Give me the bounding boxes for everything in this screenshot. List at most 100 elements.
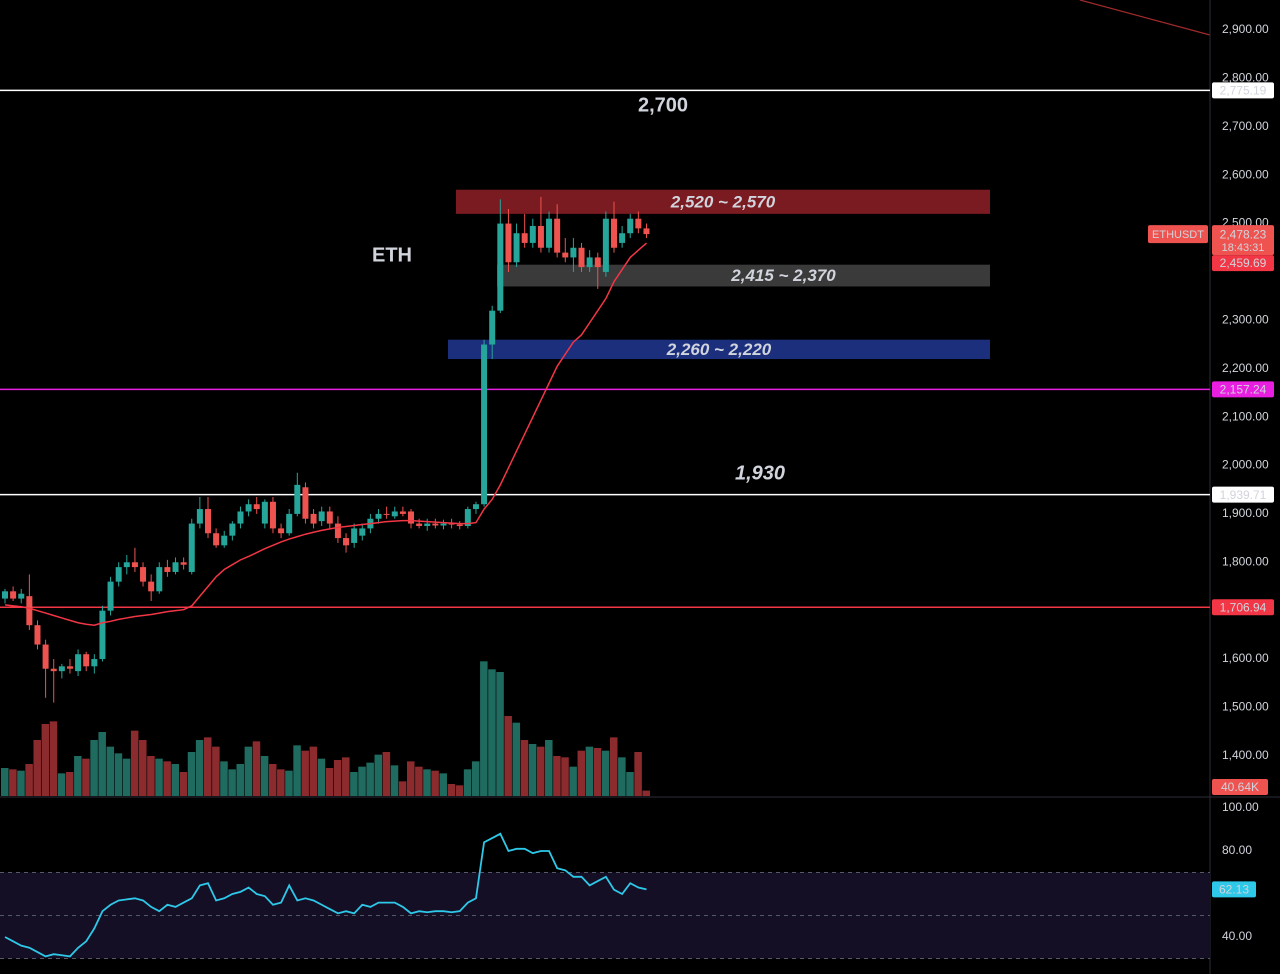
candle-body [172, 562, 179, 572]
volume-bar [407, 761, 415, 796]
candle-body [578, 247, 585, 268]
zone [448, 339, 990, 360]
volume-bar [439, 773, 447, 796]
candle-body [91, 659, 98, 667]
volume-bar [65, 772, 74, 796]
candle-body [131, 562, 138, 568]
candle-body [50, 668, 57, 672]
volume-bar [374, 754, 383, 796]
candle-body [221, 535, 228, 546]
level-tag [1212, 486, 1274, 503]
candle-body [529, 225, 536, 243]
rsi-tick-label: 100.00 [1222, 800, 1259, 814]
volume-bar [512, 722, 521, 796]
volume-bar [147, 756, 155, 796]
volume-tag [1212, 779, 1268, 795]
candle-body [66, 666, 73, 669]
annotation: 2,700 [638, 94, 688, 116]
candle-body [115, 567, 122, 582]
zone-label: 2,415 ~ 2,370 [730, 266, 836, 285]
candle-body [58, 666, 65, 672]
volume-bar [626, 772, 634, 796]
candle-body [359, 528, 366, 536]
level-tag [1212, 599, 1274, 616]
volume-bar [220, 761, 228, 796]
zone [497, 264, 990, 287]
y-tick-label: 2,900.00 [1222, 22, 1269, 36]
volume-bar [496, 672, 504, 796]
candle-body [318, 511, 325, 522]
symbol-label: ETHUSDT [1152, 229, 1204, 241]
y-tick-label: 1,500.00 [1222, 700, 1269, 714]
candle-body [619, 233, 626, 243]
symbol-tag [1148, 225, 1208, 244]
zone [456, 189, 990, 214]
candle-body [602, 218, 609, 272]
candle-body [334, 523, 341, 539]
candle-body [42, 644, 49, 669]
volume-bar [1, 768, 9, 796]
volume-bar [634, 752, 642, 796]
volume-bar [447, 784, 456, 796]
candle-body [2, 591, 8, 599]
candle-body [627, 218, 634, 234]
trend-line [1079, 0, 1211, 36]
volume-bar [25, 764, 33, 796]
volume-bar [545, 740, 553, 796]
volume-bar [268, 764, 277, 796]
y-tick-label: 2,100.00 [1222, 409, 1269, 423]
volume-bar [187, 752, 196, 796]
candle-body [99, 610, 106, 660]
candle-body [164, 567, 171, 572]
candle-body [310, 513, 317, 524]
candle-body [107, 581, 114, 611]
candle-body [635, 218, 642, 229]
volume-label: 40.64K [1221, 780, 1259, 794]
volume-bar [252, 741, 261, 796]
y-tick-label: 2,800.00 [1222, 71, 1269, 85]
y-tick-label: 2,600.00 [1222, 167, 1269, 181]
candle-body [343, 538, 350, 546]
y-tick-label: 1,900.00 [1222, 506, 1269, 520]
candle-body [472, 504, 479, 510]
volume-bar [114, 753, 123, 796]
volume-bar [350, 772, 358, 796]
volume-bar [90, 740, 98, 796]
volume-bar [423, 769, 431, 796]
volume-bar [577, 750, 586, 796]
candle-body [383, 513, 390, 515]
candle-body [237, 511, 244, 524]
volume-bar [228, 769, 236, 796]
volume-bar [41, 724, 50, 796]
volume-bar [301, 750, 309, 796]
candle-body [148, 581, 155, 592]
volume-bar [553, 756, 561, 796]
candle-body [188, 523, 195, 572]
volume-bar [520, 740, 529, 796]
volume-bar [317, 758, 326, 796]
level-tag [1212, 381, 1274, 398]
candle-body [456, 524, 463, 526]
volume-bar [358, 766, 366, 796]
candle-body [521, 233, 528, 243]
rsi-tick-label: 80.00 [1222, 843, 1252, 857]
candle-body [554, 218, 561, 253]
volume-bar [504, 716, 512, 796]
volume-bar [463, 769, 472, 796]
volume-bar [98, 732, 106, 796]
candle-body [302, 487, 309, 519]
rsi-tag [1212, 881, 1256, 898]
volume-bar [642, 790, 650, 796]
candle-body [505, 223, 512, 263]
y-tick-label: 2,300.00 [1222, 313, 1269, 327]
candle-body [75, 654, 82, 672]
candle-body [464, 509, 471, 526]
price-label: 2,478.23 [1220, 227, 1267, 241]
level-label: 2,157.24 [1220, 383, 1267, 397]
candle-body [229, 523, 236, 536]
volume-bar [480, 661, 488, 796]
candle-body [562, 252, 569, 258]
volume-bar [398, 781, 407, 796]
candle-body [448, 523, 455, 525]
candle-body [123, 562, 130, 568]
